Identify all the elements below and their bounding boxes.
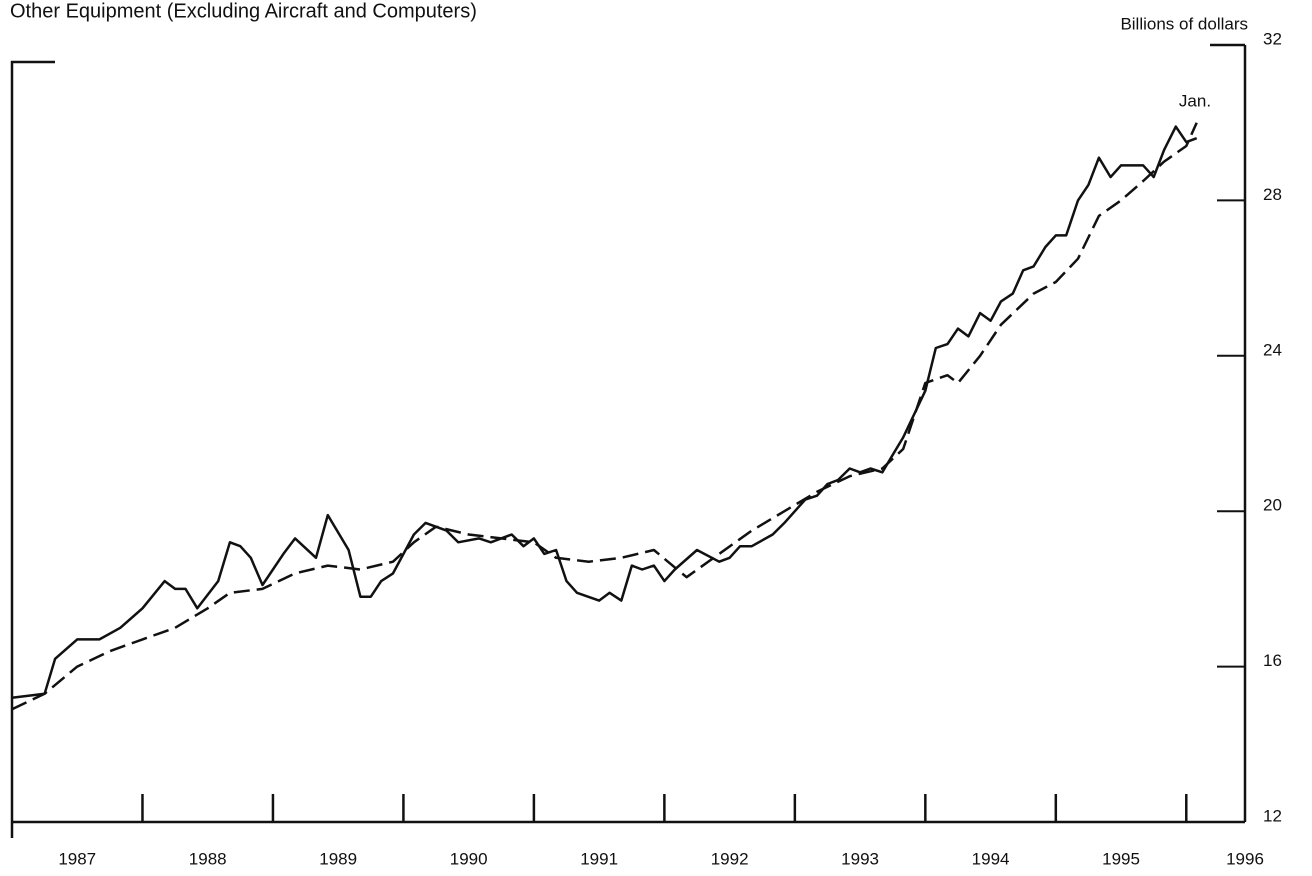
x-tick-label: 1992 <box>711 849 749 868</box>
x-tick-label: 1993 <box>841 849 879 868</box>
y-tick-label: 24 <box>1263 340 1282 359</box>
x-tick-label: 1994 <box>972 849 1010 868</box>
left-frame <box>10 60 55 838</box>
y-tick-label: 32 <box>1263 29 1282 48</box>
x-tick-label: 1988 <box>189 849 227 868</box>
x-tick-label: 1990 <box>450 849 488 868</box>
x-tick-label: 1989 <box>319 849 357 868</box>
series-line <box>11 125 1198 699</box>
x-tick-label: 1987 <box>58 849 96 868</box>
y-tick-label: 12 <box>1263 806 1282 825</box>
x-tick-label: 1996 <box>1226 849 1264 868</box>
x-tick-label: 1991 <box>580 849 618 868</box>
y-tick-label: 28 <box>1263 185 1282 204</box>
y-tick-label: 20 <box>1263 496 1282 515</box>
chart-title: Other Equipment (Excluding Aircraft and … <box>10 0 477 22</box>
annotation: Jan. <box>1179 91 1211 110</box>
y-axis-label: Billions of dollars <box>1120 14 1248 33</box>
y-tick-label: 16 <box>1263 651 1282 670</box>
series-line <box>11 122 1198 711</box>
x-tick-label: 1995 <box>1102 849 1140 868</box>
